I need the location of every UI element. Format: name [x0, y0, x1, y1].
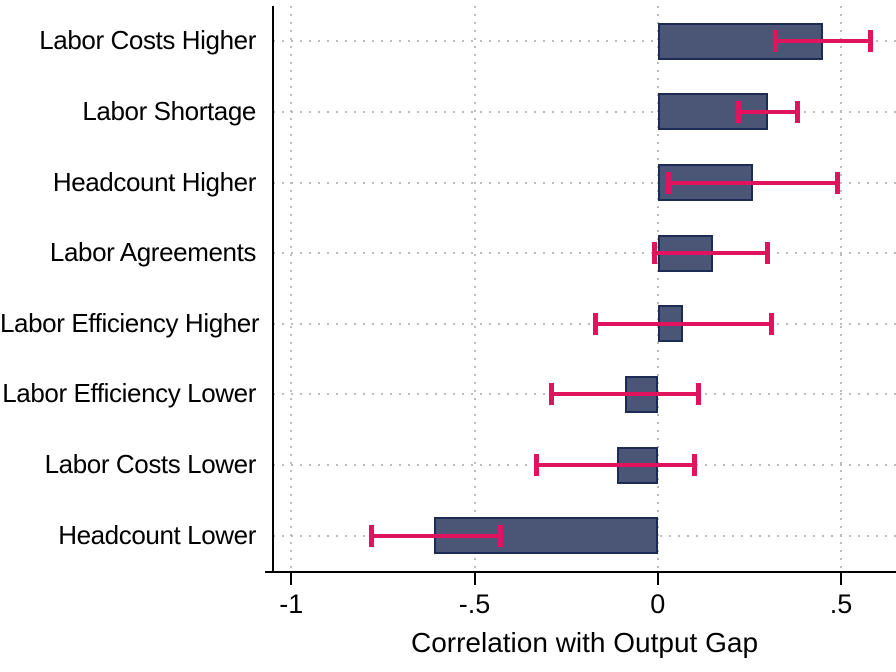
ci-cap	[794, 100, 800, 123]
x-tick-label: .5	[829, 589, 853, 619]
ci-line	[371, 533, 501, 538]
category-label: Labor Agreements	[49, 237, 256, 268]
x-tick-mark	[290, 573, 293, 585]
ci-line	[654, 251, 768, 256]
x-axis-line	[265, 571, 896, 573]
gridline-horizontal	[273, 181, 896, 184]
gridline-horizontal	[273, 110, 896, 113]
category-label: Labor Efficiency Lower	[2, 378, 256, 409]
ci-cap	[534, 454, 540, 477]
ci-cap	[834, 171, 840, 194]
ci-cap	[772, 30, 778, 53]
gridline-horizontal	[273, 40, 896, 43]
gridline-horizontal	[273, 322, 896, 325]
gridline-horizontal	[273, 252, 896, 255]
category-label: Labor Costs Higher	[39, 25, 256, 56]
x-tick-mark	[656, 573, 659, 585]
ci-line	[775, 39, 871, 44]
category-label: Labor Efficiency Higher	[0, 307, 260, 338]
ci-cap	[592, 312, 598, 335]
ci-line	[551, 392, 699, 397]
ci-cap	[768, 312, 774, 335]
ci-line	[738, 109, 798, 114]
category-label: Headcount Higher	[52, 166, 257, 197]
ci-cap	[735, 100, 741, 123]
ci-cap	[651, 242, 657, 265]
x-tick-label: -.5	[458, 589, 491, 619]
ci-cap	[867, 30, 873, 53]
ci-cap	[497, 524, 503, 547]
gridline-vertical	[840, 6, 843, 571]
ci-cap	[691, 454, 697, 477]
x-tick-label: -1	[279, 589, 304, 619]
ci-cap	[549, 383, 555, 406]
ci-cap	[765, 242, 771, 265]
gridline-vertical	[656, 6, 659, 571]
ci-line	[595, 321, 772, 326]
x-tick-label: 0	[650, 589, 666, 619]
ci-line	[668, 180, 838, 185]
gridline-vertical	[473, 6, 476, 571]
ci-cap	[666, 171, 672, 194]
y-axis-line	[272, 6, 274, 573]
ci-line	[536, 463, 695, 468]
gridline-vertical	[290, 6, 293, 571]
ci-cap	[369, 524, 375, 547]
x-axis-title: Correlation with Output Gap	[410, 627, 759, 658]
x-tick-mark	[473, 573, 476, 585]
category-label: Headcount Lower	[58, 519, 256, 550]
category-label: Labor Costs Lower	[44, 448, 257, 479]
category-label: Labor Shortage	[82, 95, 256, 126]
ci-cap	[695, 383, 701, 406]
x-tick-mark	[840, 573, 843, 585]
